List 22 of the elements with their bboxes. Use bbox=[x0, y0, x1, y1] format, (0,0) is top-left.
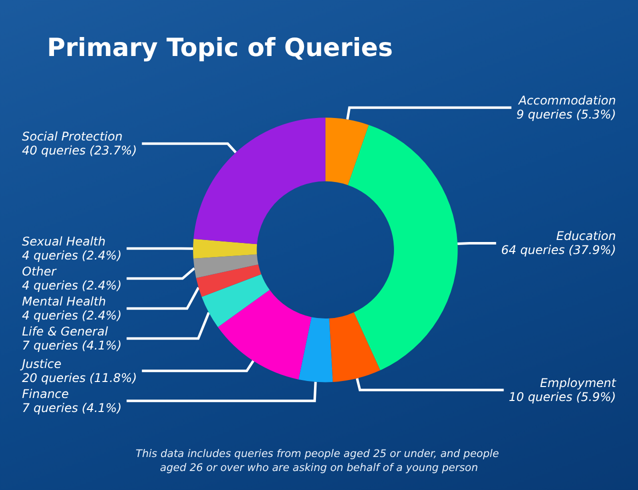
data-label: 64 queries (37.9%) bbox=[501, 243, 616, 258]
data-label: 4 queries (2.4%) bbox=[22, 248, 122, 263]
slice-label: Mental Health bbox=[22, 294, 106, 309]
data-label: 10 queries (5.9%) bbox=[508, 390, 616, 404]
data-label: 7 queries (4.1%) bbox=[22, 338, 122, 353]
data-label: 4 queries (2.4%) bbox=[22, 278, 122, 293]
data-label: 7 queries (4.1%) bbox=[22, 400, 122, 415]
slice-label: Education bbox=[556, 229, 616, 244]
slice-label: Sexual Health bbox=[22, 234, 106, 249]
data-label: 4 queries (2.4%) bbox=[22, 308, 122, 323]
data-label: 40 queries (23.7%) bbox=[22, 144, 137, 158]
data-label: 9 queries (5.3%) bbox=[516, 108, 616, 122]
slice-label: Social Protection bbox=[22, 130, 123, 144]
slice-label: Other bbox=[22, 264, 58, 279]
data-label: 20 queries (11.8%) bbox=[22, 370, 137, 385]
slice-label: Accommodation bbox=[518, 94, 616, 108]
slice-label: Life & General bbox=[22, 324, 109, 339]
slice-label: Justice bbox=[20, 356, 62, 371]
slice-label: Finance bbox=[22, 386, 69, 401]
chart-title: Primary Topic of Queries bbox=[47, 33, 393, 62]
slice-label: Employment bbox=[540, 376, 618, 390]
text: This data includes queries from people aged 25 or under, and people aged 26 or over who are asking on behalf of a young person bbox=[136, 448, 502, 474]
